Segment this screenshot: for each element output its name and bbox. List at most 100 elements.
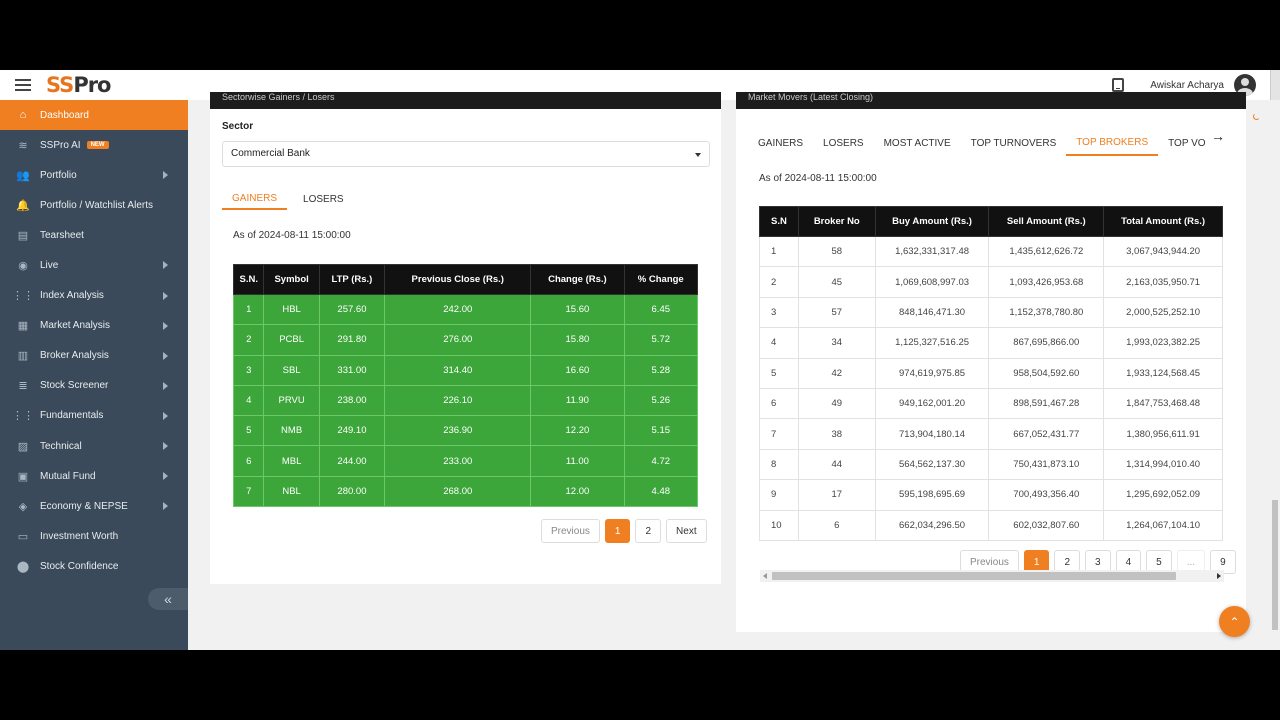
next-button[interactable]: Next: [666, 519, 707, 543]
table-row[interactable]: 10 6 662,034,296.50 602,032,807.60 1,264,067…: [759, 510, 1223, 541]
table-row[interactable]: 3 SBL 331.00 314.40 16.60 5.28: [232, 354, 699, 386]
table-cell: 5.15: [623, 415, 699, 447]
column-header[interactable]: Previous Close (Rs.): [384, 264, 532, 295]
column-header[interactable]: % Change: [623, 264, 699, 295]
sidebar-item-label: Broker Analysis: [40, 350, 109, 362]
table-row[interactable]: 5 NMB 249.10 236.90 12.20 5.15: [232, 415, 699, 447]
as-of-text: As of 2024-08-11 15:00:00: [759, 173, 877, 184]
sidebar-item-label: SSPro AI: [40, 139, 81, 151]
table-cell: 12.00: [530, 475, 625, 508]
vertical-scrollbar[interactable]: [1270, 100, 1280, 650]
column-header[interactable]: Total Amount (Rs.): [1103, 206, 1223, 237]
tab-top-turnovers[interactable]: TOP TURNOVERS: [970, 137, 1057, 149]
tab-top-volu[interactable]: TOP VOLU: [1168, 137, 1208, 149]
sidebar-item-dashboard[interactable]: ⌂ Dashboard: [0, 100, 188, 131]
table-row[interactable]: 1 HBL 257.60 242.00 15.60 6.45: [232, 293, 699, 326]
sidebar-item-label: Live: [40, 260, 59, 272]
bell-icon: 🔔: [16, 199, 30, 212]
calendar-icon: ▦: [17, 320, 29, 333]
table-cell: NBL: [263, 475, 320, 508]
column-header[interactable]: Buy Amount (Rs.): [874, 206, 990, 237]
table-cell: PRVU: [263, 384, 320, 417]
sector-select[interactable]: Commercial Bank: [222, 141, 710, 167]
column-header[interactable]: Broker No: [797, 206, 876, 237]
sidebar-item-economy-nepse[interactable]: ◈ Economy & NEPSE: [0, 491, 188, 521]
table-row[interactable]: 3 57 848,146,471.30 1,152,378,780.80 2,000,5…: [759, 297, 1223, 329]
column-header[interactable]: S.N.: [232, 264, 265, 295]
table-row[interactable]: 6 MBL 244.00 233.00 11.00 4.72: [232, 445, 699, 477]
sidebar-item-stock-confidence[interactable]: ⬤ Stock Confidence: [0, 551, 188, 581]
tab-losers[interactable]: LOSERS: [303, 193, 344, 205]
previous-button[interactable]: Previous: [541, 519, 600, 543]
tablet-icon[interactable]: [1112, 78, 1125, 92]
table-row[interactable]: 9 17 595,198,695.69 700,493,356.40 1,295,692…: [759, 479, 1223, 511]
scroll-to-top-button[interactable]: ⌃: [1219, 606, 1250, 637]
sidebar-item-technical[interactable]: ▨ Technical: [0, 431, 188, 461]
scrollbar-track: [1270, 70, 1280, 100]
tab-gainers[interactable]: GAINERS: [758, 137, 804, 149]
table-cell: 17: [798, 479, 876, 511]
column-header[interactable]: LTP (Rs.): [318, 264, 386, 295]
table-cell: PCBL: [263, 324, 320, 356]
table-cell: 9: [759, 479, 799, 511]
arrow-right-icon[interactable]: →: [1205, 123, 1231, 149]
sidebar-item-investment-worth[interactable]: ▭ Investment Worth: [0, 521, 188, 551]
sidebar-item-live[interactable]: ◉ Live: [0, 250, 188, 280]
table-row[interactable]: 4 PRVU 238.00 226.10 11.90 5.26: [232, 384, 699, 417]
table-row[interactable]: 1 58 1,632,331,317.48 1,435,612,626.72 3,067…: [759, 236, 1223, 268]
table-cell: 1,152,378,780.80: [988, 297, 1105, 329]
table-cell: 898,591,467.28: [988, 388, 1105, 420]
sidebar-item-stock-screener[interactable]: ≣ Stock Screener: [0, 371, 188, 401]
tab-most-active[interactable]: MOST ACTIVE: [883, 137, 951, 149]
column-header[interactable]: S.N: [759, 206, 799, 237]
table-cell: 595,198,695.69: [875, 479, 990, 511]
sidebar-item-broker-analysis[interactable]: ▥ Broker Analysis: [0, 341, 188, 371]
sectorwise-card: Sectorwise Gainers / Losers Sector Comme…: [210, 92, 721, 584]
table-cell: 15.60: [530, 293, 625, 326]
table-cell: 6: [232, 445, 265, 477]
sidebar-item-market-analysis[interactable]: ▦ Market Analysis: [0, 311, 188, 341]
table-row[interactable]: 2 45 1,069,608,997.03 1,093,426,953.68 2,163…: [759, 266, 1223, 298]
column-header[interactable]: Sell Amount (Rs.): [988, 206, 1105, 237]
sidebar-item-tearsheet[interactable]: ▤ Tearsheet: [0, 220, 188, 250]
column-header[interactable]: Change (Rs.): [530, 264, 625, 295]
table-row[interactable]: 4 34 1,125,327,516.25 867,695,866.00 1,993,0…: [759, 327, 1223, 359]
table-cell: 662,034,296.50: [875, 510, 990, 541]
tab-gainers[interactable]: GAINERS: [222, 188, 288, 210]
table-cell: 44: [798, 449, 876, 481]
table-cell: 244.00: [318, 445, 386, 477]
new-badge: NEW: [86, 141, 109, 150]
table-cell: 6.45: [623, 293, 699, 326]
chevron-right-icon: [163, 351, 168, 360]
sidebar-item-sspro-ai[interactable]: ≋ SSPro AI NEW: [0, 130, 188, 160]
page-1-button[interactable]: 1: [604, 519, 631, 543]
sidebar-item-fundamentals[interactable]: ⋮⋮ Fundamentals: [0, 401, 188, 431]
sidebar-item-index-analysis[interactable]: ⋮⋮ Index Analysis: [0, 281, 188, 311]
table-row[interactable]: 5 42 974,619,975.85 958,504,592.60 1,933,124…: [759, 358, 1223, 389]
table-cell: 848,146,471.30: [875, 297, 990, 329]
table-cell: 1,632,331,317.48: [875, 236, 990, 268]
page-2-button[interactable]: 2: [635, 519, 662, 543]
user-name[interactable]: Awiskar Acharya: [1150, 79, 1224, 91]
tab-top-brokers[interactable]: TOP BROKERS: [1066, 130, 1159, 156]
grid-icon: ⋮⋮: [12, 410, 34, 423]
table-row[interactable]: 2 PCBL 291.80 276.00 15.80 5.72: [232, 324, 699, 356]
table-row[interactable]: 7 NBL 280.00 268.00 12.00 4.48: [232, 475, 699, 508]
logo[interactable]: SSPro: [46, 73, 112, 97]
table-cell: 4.48: [623, 475, 699, 508]
table-cell: 713,904,180.14: [875, 418, 990, 450]
chevron-right-icon: [163, 321, 168, 330]
horizontal-scrollbar[interactable]: [760, 570, 1224, 582]
collapse-sidebar-button[interactable]: «: [148, 588, 188, 610]
table-cell: 5.72: [623, 324, 699, 356]
tab-losers[interactable]: LOSERS: [823, 137, 864, 149]
column-header[interactable]: Symbol: [263, 264, 320, 295]
sidebar-item-portfolio[interactable]: 👥 Portfolio: [0, 160, 188, 190]
table-row[interactable]: 7 38 713,904,180.14 667,052,431.77 1,380,956…: [759, 418, 1223, 450]
table-cell: 1,093,426,953.68: [988, 266, 1105, 298]
table-row[interactable]: 8 44 564,562,137.30 750,431,873.10 1,314,994…: [759, 449, 1223, 481]
sidebar-item-portfolio-watchlist-alerts[interactable]: 🔔 Portfolio / Watchlist Alerts: [0, 190, 188, 220]
sidebar-item-mutual-fund[interactable]: ▣ Mutual Fund: [0, 461, 188, 491]
table-row[interactable]: 6 49 949,162,001.20 898,591,467.28 1,847,753…: [759, 388, 1223, 420]
hamburger-menu-icon[interactable]: [15, 79, 31, 91]
